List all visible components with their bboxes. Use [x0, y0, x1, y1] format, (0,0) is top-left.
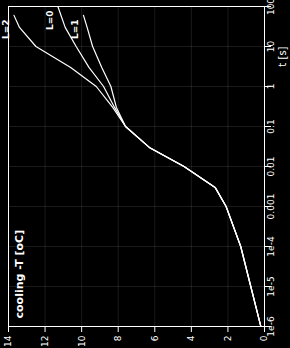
- svg-text:1e-6: 1e-6: [266, 316, 276, 337]
- svg-text:0.001: 0.001: [266, 194, 276, 220]
- svg-text:t [s]: t [s]: [277, 46, 288, 66]
- svg-text:0.1: 0.1: [266, 119, 276, 133]
- svg-text:L=1: L=1: [70, 19, 80, 39]
- svg-text:0: 0: [259, 335, 269, 341]
- svg-text:2: 2: [223, 336, 233, 342]
- svg-text:6: 6: [150, 335, 160, 341]
- svg-text:1e-5: 1e-5: [266, 276, 276, 296]
- svg-text:1e-4: 1e-4: [266, 236, 276, 257]
- svg-text:1: 1: [266, 84, 276, 90]
- svg-text:14: 14: [3, 335, 13, 347]
- svg-text:4: 4: [186, 335, 196, 341]
- svg-text:10: 10: [77, 335, 87, 347]
- svg-text:10: 10: [266, 41, 276, 53]
- svg-text:12: 12: [40, 336, 50, 347]
- svg-text:L=2: L=2: [1, 19, 11, 39]
- svg-text:100: 100: [266, 0, 276, 15]
- svg-text:L=0: L=0: [45, 11, 55, 31]
- svg-text:cooling -T [oC]: cooling -T [oC]: [13, 230, 26, 319]
- svg-text:0.01: 0.01: [266, 156, 276, 176]
- svg-text:8: 8: [113, 335, 123, 341]
